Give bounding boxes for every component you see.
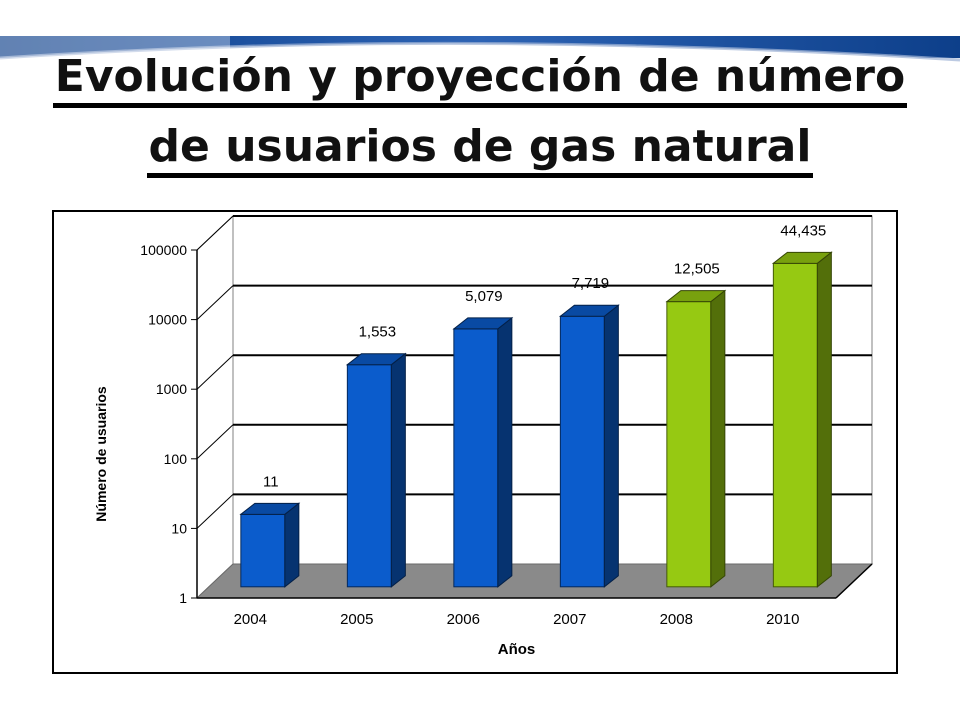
- y-tick-label: 10000: [148, 312, 187, 328]
- bar-top-2005: [345, 353, 407, 366]
- bar-top-2007: [558, 304, 620, 317]
- data-label-2007: 7,719: [572, 275, 610, 292]
- bar-top-2006: [452, 317, 514, 330]
- data-label-2010: 44,435: [780, 222, 826, 239]
- x-tick-label: 2006: [447, 611, 480, 628]
- slide-title-line-1: Evolución y proyección de número: [52, 51, 908, 108]
- bar-top-2010: [771, 251, 833, 264]
- chart-frame: 1 10 100 1000 10000 100000 11 2004 1,553 2005 5,07…: [52, 210, 898, 674]
- slide-title-line-2: de usuarios de gas natural: [146, 121, 814, 178]
- y-tick-label: 10: [171, 520, 187, 536]
- y-tick-label: 1: [179, 590, 187, 606]
- y-tick-label: 100000: [140, 242, 187, 258]
- slide-title: Evolución y proyección de número de usua…: [0, 46, 960, 186]
- x-tick-label: 2004: [234, 611, 267, 628]
- bar-side-2007: [603, 304, 619, 588]
- gridline-side: [196, 494, 234, 529]
- header-fade: [0, 36, 230, 76]
- gridline-side: [196, 354, 234, 390]
- x-tick-label: 2007: [553, 611, 586, 628]
- header-swoosh-shadow: [0, 41, 960, 62]
- y-tick-label: 1000: [156, 381, 187, 397]
- x-axis-depth-line: [835, 563, 873, 599]
- gridline-side: [196, 285, 234, 320]
- bar-side-2010: [816, 251, 832, 588]
- header-swoosh: [0, 43, 960, 110]
- data-label-2006: 5,079: [465, 288, 503, 305]
- bar-top-2004: [239, 502, 301, 515]
- y-axis-title: Número de usuarios: [93, 386, 109, 522]
- bar-2010: [772, 262, 818, 588]
- chart-side-wall: [196, 214, 234, 600]
- bar-top-2008: [665, 290, 727, 303]
- bar-2008: [666, 301, 712, 588]
- bar-chart: 1 10 100 1000 10000 100000 11 2004 1,553 2005 5,07…: [93, 214, 874, 658]
- data-label-2004: 11: [263, 473, 279, 490]
- x-tick-label: 2010: [766, 611, 799, 628]
- data-label-2008: 12,505: [674, 261, 720, 278]
- bar-2004: [240, 513, 286, 588]
- bar-side-2008: [710, 289, 726, 588]
- y-tick-label: 100: [164, 451, 188, 467]
- header-band: [0, 36, 960, 110]
- x-tick-label: 2008: [660, 611, 693, 628]
- gridline-side: [196, 424, 234, 460]
- gridline-side: [196, 215, 234, 251]
- x-tick-label: 2005: [340, 611, 373, 628]
- bar-2006: [453, 328, 499, 588]
- bar-2005: [346, 364, 392, 588]
- bar-side-2005: [390, 352, 406, 588]
- bar-side-2006: [497, 316, 513, 588]
- x-axis-title: Años: [498, 641, 536, 658]
- data-label-2005: 1,553: [359, 324, 397, 341]
- bar-2007: [559, 315, 605, 588]
- bar-side-2004: [284, 502, 300, 588]
